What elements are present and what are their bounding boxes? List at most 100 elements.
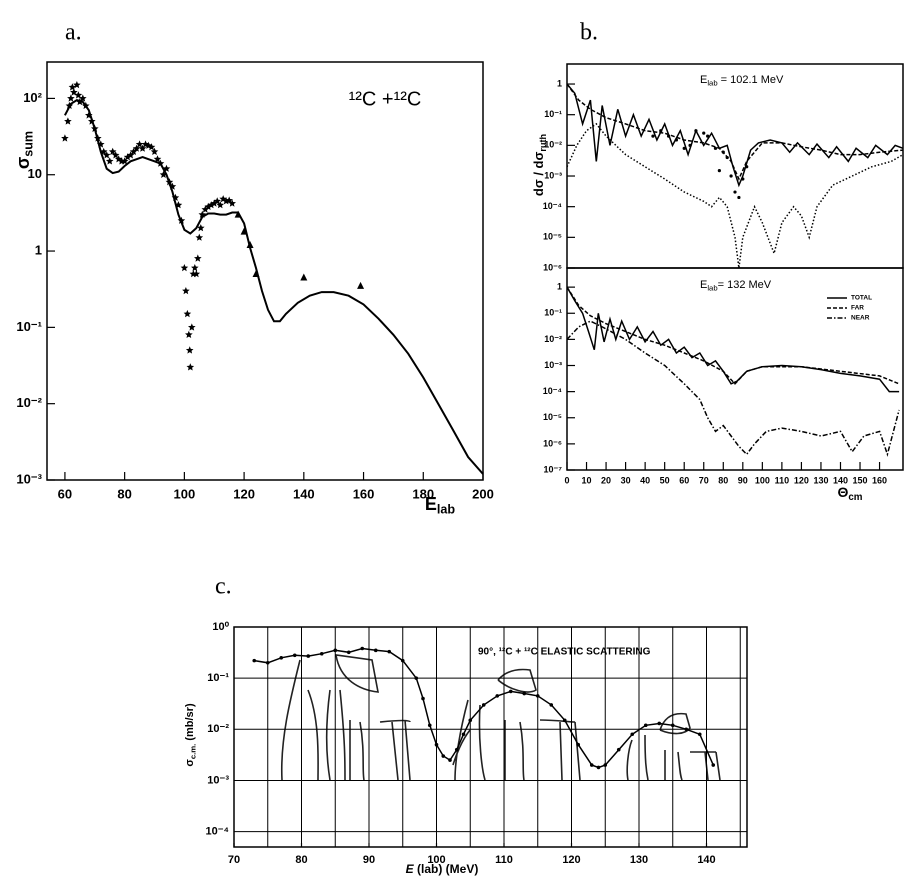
data-point: [706, 134, 710, 138]
y-tick-label: 10⁻²: [544, 334, 562, 344]
panel-c-frame: [233, 626, 748, 848]
x-tick-label: 160: [872, 475, 887, 485]
x-tick-label: 100: [755, 475, 770, 485]
star-point: [185, 330, 193, 338]
star-point: [94, 134, 102, 142]
data-point: [725, 155, 729, 160]
data-point: [373, 648, 378, 653]
panel-label: b.: [580, 20, 598, 46]
annotation: ¹²C +¹²C: [349, 88, 422, 110]
y-axis-label-sub: ruth: [538, 134, 548, 152]
annotation-main: E: [700, 279, 707, 291]
data-point: [674, 138, 678, 142]
panel-a-frame: [46, 61, 484, 481]
data-point: [651, 134, 655, 138]
annotation-sub: lab: [707, 283, 717, 292]
x-axis-label: Elab: [425, 494, 456, 517]
y-tick-label: 10⁻¹: [207, 672, 229, 684]
y-tick-label: 10⁻³: [16, 471, 42, 486]
x-tick-label: 140: [833, 475, 848, 485]
data-point: [562, 718, 567, 723]
data-point: [522, 691, 527, 696]
x-axis-label-sub: cm: [848, 492, 862, 503]
data-point: [666, 134, 671, 138]
y-axis-label-after: (mb/sr): [184, 703, 196, 744]
star-point: [213, 197, 221, 205]
data-point: [682, 146, 686, 150]
x-tick-label: 10: [582, 475, 592, 485]
elephant-drawing: [280, 654, 721, 781]
star-point: [123, 153, 132, 161]
star-point: [197, 224, 205, 232]
star-point: [228, 199, 236, 207]
y-axis-label: dσ / dσruth: [531, 134, 548, 196]
star-point: [171, 193, 180, 201]
star-point: [185, 346, 194, 354]
data-point: [292, 653, 297, 658]
star-point: [159, 170, 168, 178]
data-point: [643, 723, 648, 728]
triangle-point: [234, 210, 242, 218]
x-tick-label: 90: [738, 475, 748, 485]
y-tick-label: 10⁻³: [544, 170, 562, 180]
star-point: [201, 205, 210, 213]
y-tick-label: 10⁻⁴: [543, 201, 562, 211]
data-point: [711, 763, 716, 767]
x-tick-label: 140: [697, 854, 715, 866]
star-point: [138, 144, 147, 152]
curve: [567, 83, 903, 181]
star-point: [85, 111, 93, 119]
x-tick-label: 110: [775, 475, 790, 485]
x-tick-label: 30: [621, 475, 631, 485]
y-tick-label: 10⁻⁶: [543, 438, 562, 448]
y-axis-label-sub: c.m.: [188, 744, 197, 759]
elephant-1: [280, 654, 411, 781]
data-point: [346, 650, 351, 655]
x-tick-label: 200: [472, 486, 494, 501]
curve: [567, 83, 903, 188]
curve: [567, 320, 900, 457]
y-tick-label: 10⁻²: [207, 723, 229, 735]
curve: [567, 286, 900, 385]
annotation-after: = 132 MeV: [718, 279, 772, 291]
annotation: 90°, ¹²C + ¹²C ELASTIC SCATTERING: [478, 647, 651, 658]
y-axis-label-main: σ: [13, 157, 33, 169]
star-point: [204, 202, 213, 210]
star-point: [147, 143, 156, 151]
data-point: [721, 150, 725, 154]
x-axis-label-main: E: [425, 494, 437, 514]
panel-label: a.: [65, 20, 82, 46]
x-tick-label: 180: [412, 486, 434, 501]
star-point: [96, 140, 105, 148]
panel-label: c.: [215, 574, 232, 600]
star-point: [68, 83, 77, 91]
data-point: [713, 146, 718, 150]
data-point: [549, 703, 554, 707]
x-tick-label: 100: [427, 854, 445, 866]
data-point: [454, 747, 459, 752]
curve: [567, 286, 900, 393]
star-point: [177, 216, 186, 224]
star-point: [219, 195, 227, 203]
x-axis-label-after: (lab) (MeV): [414, 862, 479, 876]
x-axis-label-main: Θ: [837, 484, 848, 500]
x-tick-label: 80: [295, 854, 307, 866]
star-point: [188, 323, 196, 331]
data-point: [441, 754, 446, 758]
star-point: [67, 94, 75, 102]
star-point: [91, 124, 99, 132]
star-point: [180, 264, 189, 272]
star-point: [174, 201, 183, 209]
star-point: [132, 144, 141, 152]
data-point: [421, 696, 425, 701]
plot-area: [567, 83, 903, 268]
star-point: [162, 164, 171, 172]
elephant-2: [452, 668, 581, 781]
y-tick-label: 10⁻¹: [544, 109, 562, 119]
star-point: [183, 309, 192, 318]
star-point: [168, 182, 177, 190]
star-point: [88, 117, 96, 125]
plot-area: [252, 646, 716, 770]
y-axis-label: σsum: [13, 131, 36, 169]
